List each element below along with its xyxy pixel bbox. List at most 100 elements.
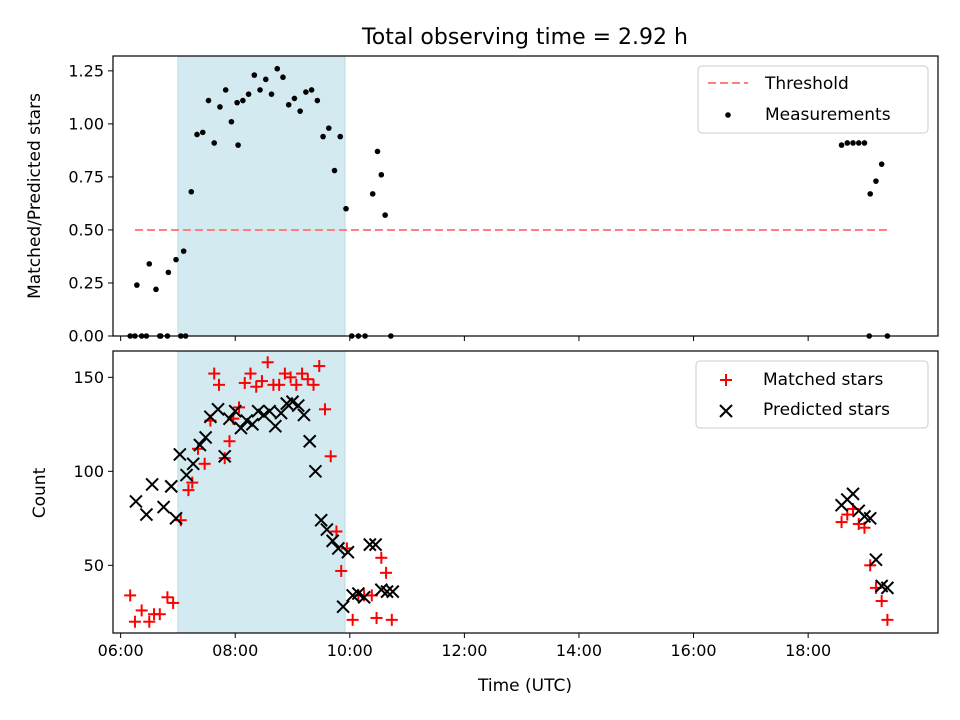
matched-star-point bbox=[135, 604, 148, 617]
x-tick-label: 08:00 bbox=[212, 641, 258, 660]
matched-star-point bbox=[208, 367, 221, 380]
measurement-point bbox=[268, 91, 275, 97]
predicted-star-point bbox=[325, 534, 340, 548]
top-axis-ticks: 0.00 0.25 0.50 0.75 1.00 1.25 bbox=[68, 61, 809, 346]
matched-star-point bbox=[143, 615, 156, 628]
predicted-star-point bbox=[880, 581, 895, 595]
measurement-point bbox=[343, 205, 349, 212]
measurement-point bbox=[274, 65, 281, 72]
predicted-star-point bbox=[156, 500, 171, 514]
measurement-point bbox=[217, 104, 223, 110]
bottom-legend-box bbox=[695, 360, 929, 429]
measurement-point bbox=[867, 191, 874, 197]
measurement-point bbox=[320, 133, 326, 140]
measurement-point bbox=[838, 142, 845, 148]
matched-star-point bbox=[153, 608, 166, 621]
measurement-point bbox=[331, 167, 338, 174]
matched-star-point bbox=[223, 435, 236, 448]
predicted-star-point bbox=[169, 511, 183, 526]
measurement-point bbox=[382, 212, 388, 218]
measurement-point bbox=[280, 74, 286, 81]
x-tick-label: 12:00 bbox=[441, 641, 487, 660]
observing-window-top bbox=[177, 55, 346, 337]
y-tick-label: 0.50 bbox=[68, 220, 104, 239]
legend-matched-label: Matched stars bbox=[763, 370, 883, 390]
matched-star-point bbox=[128, 615, 141, 628]
matched-star-point bbox=[370, 611, 383, 624]
measurement-point bbox=[844, 140, 851, 146]
predicted-star-point bbox=[386, 584, 400, 599]
predicted-star-point bbox=[297, 408, 311, 422]
matched-star-point bbox=[380, 566, 393, 579]
predicted-star-point bbox=[368, 537, 383, 552]
measurement-point bbox=[325, 125, 332, 131]
measurement-point bbox=[222, 87, 229, 93]
predicted-star-point bbox=[869, 552, 883, 567]
measurement-point bbox=[245, 91, 252, 97]
predicted-star-point bbox=[331, 541, 346, 556]
x-tick-label: 10:00 bbox=[327, 641, 373, 660]
matched-star-point bbox=[296, 367, 309, 380]
top-y-axis-label: Matched/Predicted stars bbox=[25, 93, 45, 299]
bottom-axis-ticks: 06:00 08:00 10:00 12:00 14:00 16:00 18:00 50 100… bbox=[73, 368, 831, 660]
predicted-star-point bbox=[222, 411, 237, 426]
predicted-star-point bbox=[274, 406, 288, 420]
legend-measurements-label: Measurements bbox=[765, 105, 891, 125]
measurement-point bbox=[285, 101, 292, 108]
matched-star-point bbox=[330, 525, 343, 538]
measurement-point bbox=[861, 140, 868, 146]
bottom-legend: Matched stars Predicted stars bbox=[695, 360, 929, 429]
predicted-star-point bbox=[211, 402, 225, 416]
matched-star-point bbox=[186, 476, 199, 489]
predicted-star-point bbox=[363, 537, 377, 552]
measurement-point bbox=[314, 97, 321, 104]
matched-star-point bbox=[238, 376, 251, 389]
predicted-star-point bbox=[262, 404, 277, 418]
matched-star-point bbox=[161, 591, 174, 604]
measurement-point bbox=[850, 140, 856, 146]
x-tick-label: 06:00 bbox=[98, 641, 144, 660]
top-legend-box bbox=[697, 65, 929, 134]
measurement-point bbox=[257, 87, 263, 93]
measurement-point bbox=[194, 131, 200, 138]
predicted-star-point bbox=[198, 430, 213, 445]
measurement-point bbox=[297, 108, 303, 114]
y-tick-label: 1.00 bbox=[68, 114, 104, 133]
measurement-point bbox=[188, 188, 195, 195]
matched-star-point bbox=[385, 613, 398, 626]
matched-star-point bbox=[313, 360, 326, 373]
matched-star-point bbox=[182, 484, 195, 497]
y-tick-label: 150 bbox=[73, 368, 104, 387]
matched-star-point bbox=[198, 457, 211, 470]
predicted-star-point bbox=[357, 590, 371, 604]
y-tick-label: 0.75 bbox=[68, 167, 104, 186]
measurement-point bbox=[205, 97, 212, 104]
measurement-point bbox=[337, 133, 344, 140]
measurement-point bbox=[251, 72, 258, 78]
predicted-star-point bbox=[320, 522, 334, 537]
y-tick-label: 0.25 bbox=[68, 273, 104, 292]
matched-star-point bbox=[261, 356, 274, 369]
matched-star-point bbox=[167, 596, 180, 609]
measurement-point bbox=[369, 191, 376, 197]
measurement-point bbox=[262, 76, 269, 83]
measurement-point bbox=[165, 269, 172, 276]
predicted-star-point bbox=[268, 419, 283, 433]
predicted-star-point bbox=[285, 395, 300, 409]
measurement-point bbox=[378, 171, 385, 178]
matched-star-point bbox=[284, 371, 297, 384]
legend-measurements-swatch bbox=[725, 112, 731, 118]
y-tick-label: 1.25 bbox=[68, 61, 104, 80]
matched-star-point bbox=[255, 375, 268, 388]
predicted-star-point bbox=[139, 507, 154, 522]
matched-star-point bbox=[307, 378, 320, 391]
predicted-star-point bbox=[186, 457, 200, 471]
predicted-star-point bbox=[193, 438, 207, 452]
measurement-point bbox=[134, 282, 140, 288]
measurement-point bbox=[240, 97, 246, 104]
measurement-point bbox=[211, 140, 218, 146]
predicted-star-point bbox=[257, 408, 271, 422]
predicted-star-point bbox=[308, 464, 323, 479]
matched-star-point bbox=[301, 373, 314, 386]
